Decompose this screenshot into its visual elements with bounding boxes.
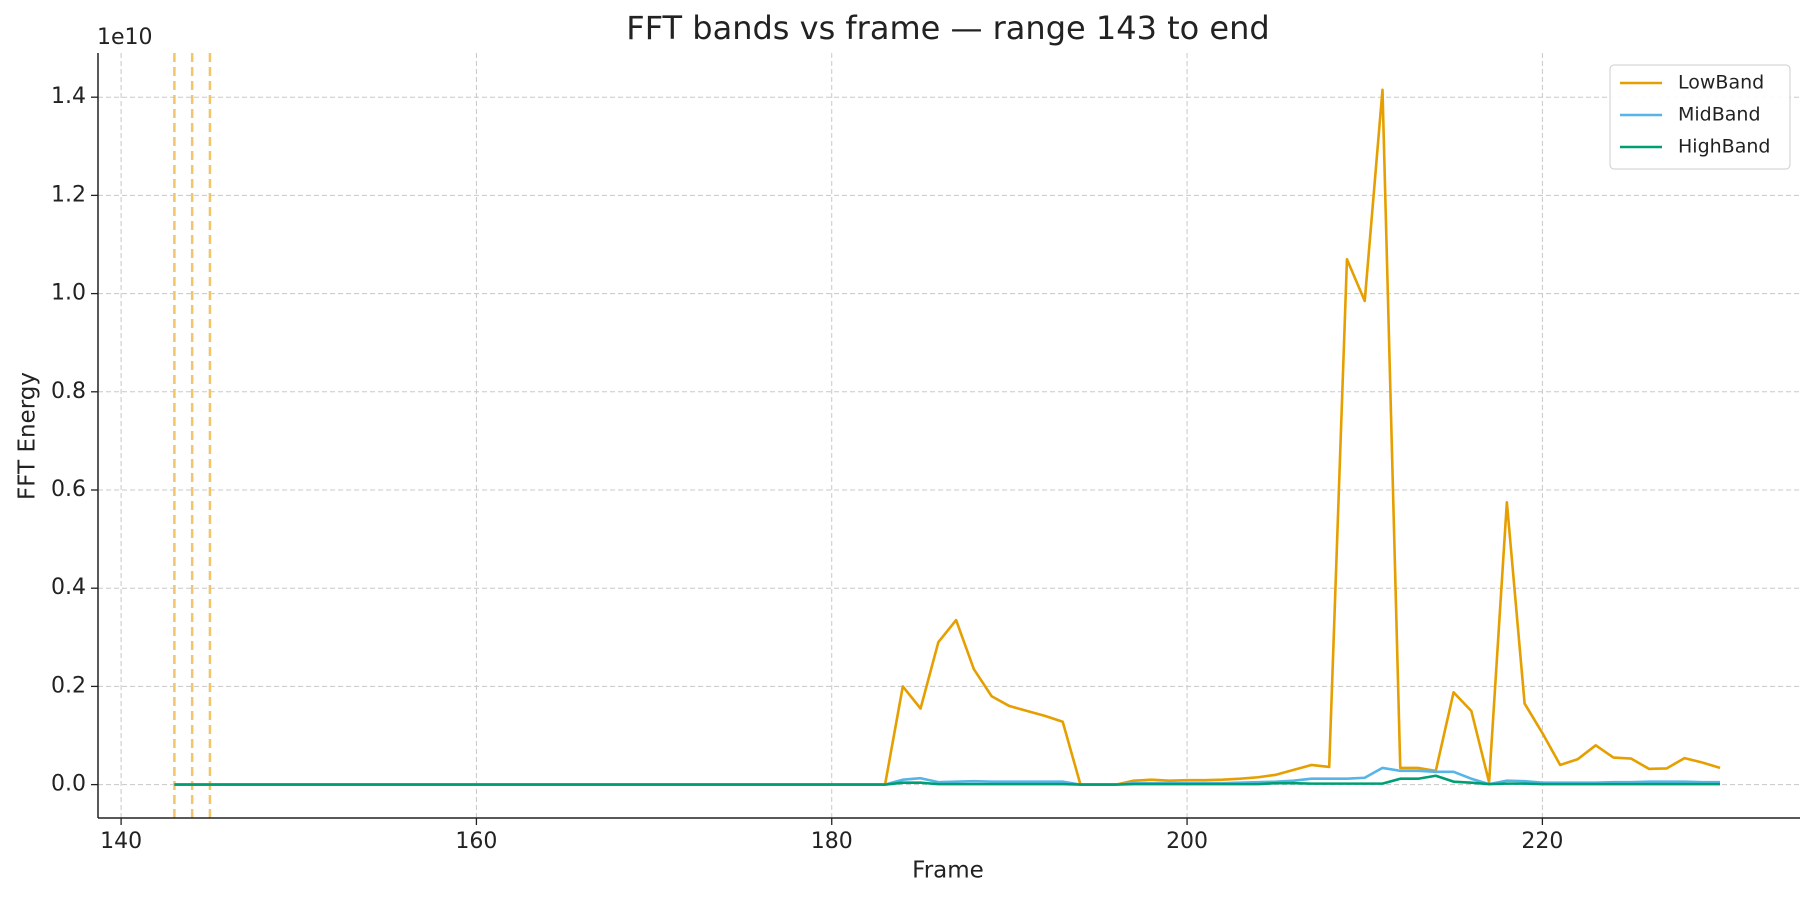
legend-box [1609,64,1791,170]
series-line [174,88,1721,786]
x-tick-label: 160 [455,829,497,854]
legend-label: LowBand [1678,72,1764,94]
x-tick-label: 180 [811,829,853,854]
y-tick-label: 0.4 [51,575,86,600]
chart-title: FFT bands vs frame — range 143 to end [626,9,1269,47]
y-tick-label: 1.2 [51,182,86,207]
y-tick-label: 1.4 [51,84,86,109]
y-axis-label: FFT Energy [15,372,41,500]
y-tick-label: 0.6 [51,477,86,502]
x-tick-label: 140 [100,829,142,854]
x-tick-label: 200 [1166,829,1208,854]
y-tick-label: 0.2 [51,673,86,698]
x-axis-label: Frame [912,858,984,884]
offset-label: 1e10 [97,25,153,50]
series-line [174,774,1721,786]
y-tick-label: 1.0 [51,281,86,306]
legend-label: MidBand [1678,104,1761,126]
legend-label: HighBand [1678,136,1770,158]
y-tick-label: 0.0 [51,772,86,797]
y-tick-label: 0.8 [51,379,86,404]
x-tick-label: 220 [1521,829,1563,854]
